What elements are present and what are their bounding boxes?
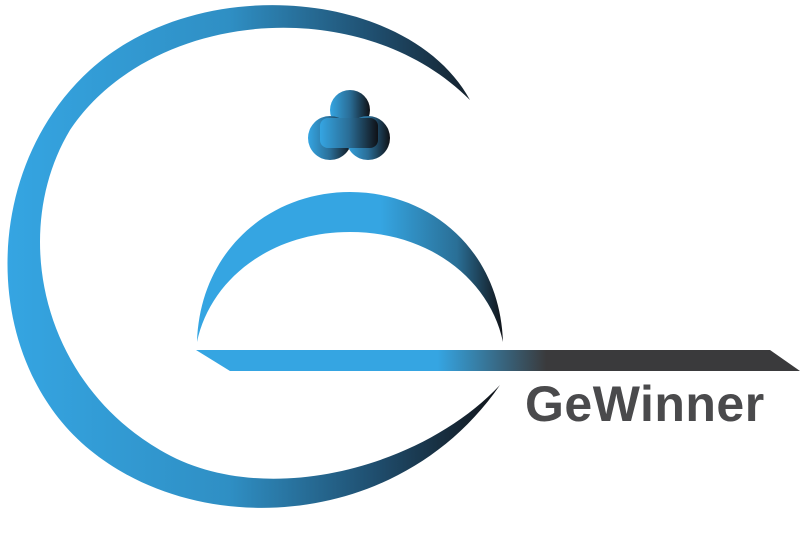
- serving-tray: [196, 350, 800, 371]
- cloche-dome: [197, 192, 503, 342]
- cloche-knob: [308, 90, 390, 160]
- brand-name: GeWinner: [525, 376, 765, 432]
